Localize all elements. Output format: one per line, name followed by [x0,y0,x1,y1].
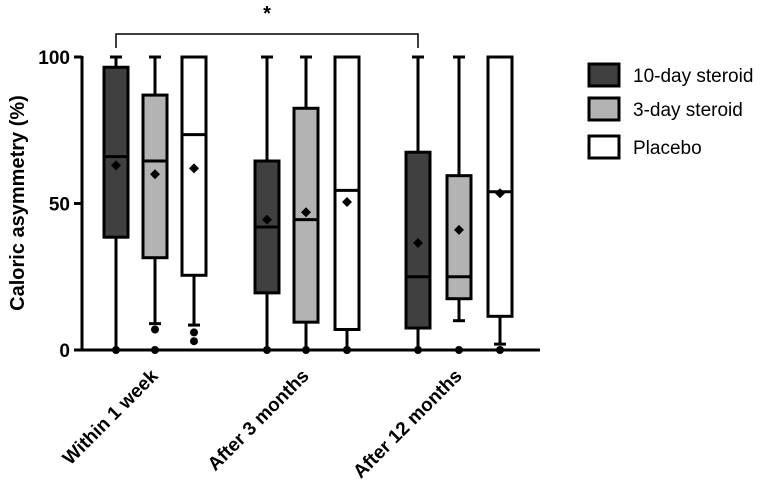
outlier-point [190,337,198,346]
mean-marker [342,197,352,208]
mean-marker [495,188,505,199]
y-tick-label: 100 [38,48,70,69]
mean-marker [111,160,121,171]
legend: 10-day steroid 3-day steroid Placebo [587,62,753,160]
legend-item: Placebo [587,134,702,160]
outlier-point [190,328,198,337]
mean-marker [413,238,423,249]
box-1-1 [292,55,320,354]
legend-item: 3-day steroid [587,96,743,122]
significance-bracket: * [115,3,419,48]
mean-marker [454,224,464,235]
y-axis-title: Caloric asymmetry (%) [7,95,29,311]
y-tick-label: 0 [59,341,70,362]
x-category-label: After 12 months [349,366,466,483]
legend-swatch [587,96,621,122]
box-2-0 [180,55,208,346]
legend-swatch [587,62,621,88]
box-0-1 [253,55,281,354]
legend-swatch [587,134,621,160]
box-2-2 [486,55,514,354]
box-2-1 [333,55,361,354]
box-body [486,55,514,318]
x-category-label: After 3 months [204,366,314,476]
box-body [102,65,130,239]
box-body [445,174,473,301]
mean-marker [262,214,272,225]
box-body [333,55,361,331]
legend-label: Placebo [633,138,702,159]
box-0-2 [404,55,432,354]
plot-area [102,55,514,354]
legend-label: 10-day steroid [633,66,753,87]
box-0-0 [102,55,130,354]
x-category-label: Within 1 week [59,365,163,469]
legend-item: 10-day steroid [587,62,753,88]
box-1-2 [445,55,473,354]
legend-label: 3-day steroid [633,100,743,121]
mean-marker [301,207,311,218]
bracket-line [115,33,419,48]
outlier-point [151,325,159,334]
significance-star: * [263,3,271,25]
box-1-0 [141,55,169,354]
mean-marker [189,163,199,174]
y-tick-label: 50 [49,195,70,216]
mean-marker [150,169,160,180]
